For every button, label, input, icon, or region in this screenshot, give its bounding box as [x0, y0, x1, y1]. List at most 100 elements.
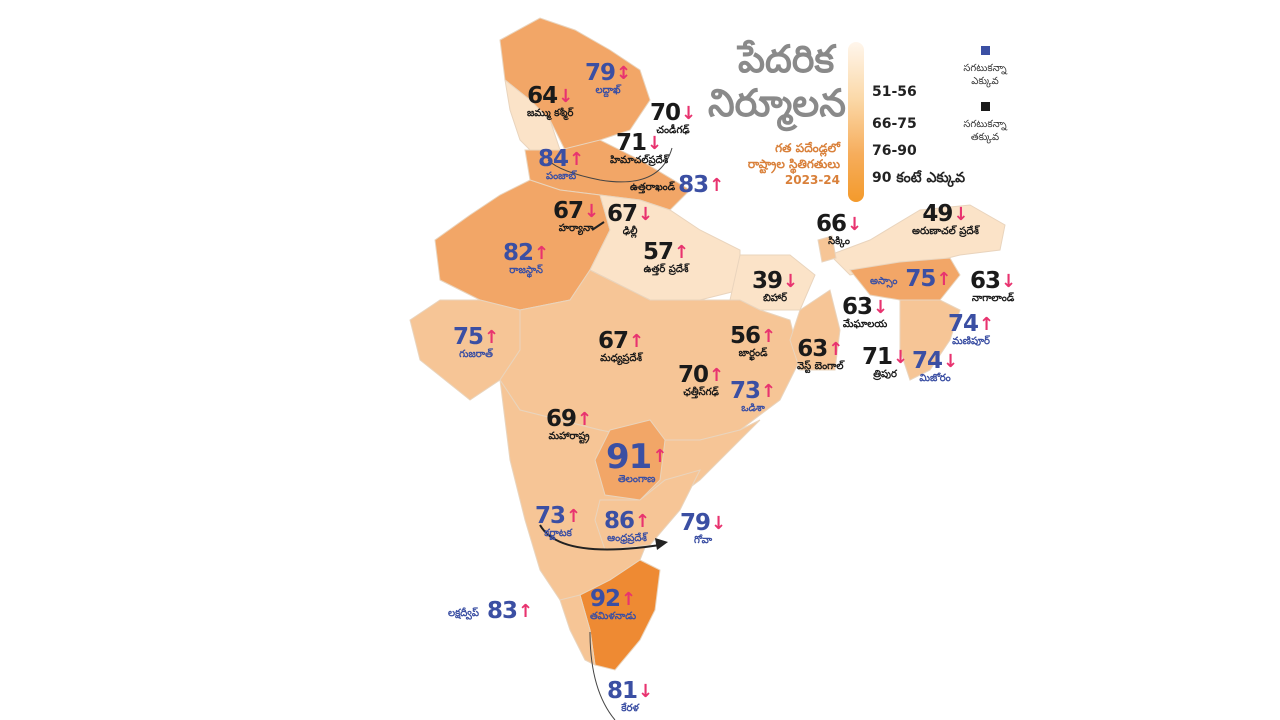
- region-up: [589, 194, 741, 301]
- state-label-goa: 79↓ గోవా: [680, 512, 726, 546]
- state-label-haryana: 67↓ హర్యానా: [553, 200, 599, 234]
- state-label-mp: 67↑ మధ్యప్రదేశ్: [598, 330, 644, 364]
- trend-down-arrow-icon: ↓: [953, 203, 969, 225]
- black-square-icon: [980, 102, 990, 111]
- key-above-line2: ఎక్కువ: [971, 76, 999, 87]
- legend-range-3: 76-90: [872, 143, 917, 159]
- trend-up-arrow-icon: ↑: [534, 242, 550, 264]
- trend-down-arrow-icon: ↓: [847, 213, 863, 235]
- trend-up-arrow-icon: ↑: [979, 313, 995, 335]
- state-name: లద్దాఖ్: [595, 85, 621, 96]
- state-name: జమ్ము కశ్మీర్: [527, 108, 574, 119]
- state-value: 70: [678, 362, 709, 388]
- trend-up-arrow-icon: ↑: [518, 600, 534, 622]
- trend-up-arrow-icon: ↑: [566, 505, 582, 527]
- key-above-average: సగటుకన్నా ఎక్కువ: [950, 46, 1020, 88]
- state-value: 82: [503, 240, 534, 266]
- state-name: ఉత్తరాఖండ్: [630, 182, 676, 193]
- blue-square-icon: [980, 46, 990, 55]
- state-label-tripura: 71↓ త్రిపుర: [862, 346, 908, 380]
- subtitle: గత పదేండ్లలో రాష్ట్రాల స్థితిగతులు 2023-…: [730, 140, 840, 189]
- trend-up-arrow-icon: ↑: [629, 330, 645, 352]
- trend-up-arrow-icon: ↑: [652, 446, 668, 467]
- key-above-line1: సగటుకన్నా: [963, 63, 1007, 74]
- state-name: హర్యానా: [558, 223, 594, 234]
- state-label-himachal: 71↓ హిమాచల్‌ప్రదేశ్: [610, 132, 668, 166]
- state-value: 73: [730, 378, 761, 404]
- state-name: ఉత్తర్‌ ప్రదేశ్: [643, 264, 689, 275]
- state-label-manipur: 74↑ మణిపూర్: [948, 313, 994, 347]
- state-label-mizoram: 74↓ మిజోరం: [912, 350, 958, 384]
- trend-up-arrow-icon: ↑: [709, 174, 725, 196]
- state-label-chhattisgarh: 70↑ ఛత్తీస్‌గఢ్: [678, 364, 724, 398]
- state-value: 86: [604, 508, 635, 534]
- trend-up-arrow-icon: ↑: [761, 380, 777, 402]
- state-value: 81: [607, 678, 638, 704]
- trend-down-arrow-icon: ↓: [638, 680, 654, 702]
- region-westbengal: [789, 289, 841, 371]
- state-value: 69: [546, 406, 577, 432]
- state-value: 74: [948, 311, 979, 337]
- state-label-gujarat: 75↑ గుజరాత్: [453, 326, 499, 360]
- subtitle-line2: రాష్ట్రాల స్థితిగతులు: [747, 157, 840, 172]
- state-name: ఢిల్లీ: [622, 226, 638, 237]
- state-value: 79: [585, 60, 616, 86]
- title-line1: పేదరిక: [738, 37, 835, 81]
- state-name: రాజస్థాన్: [509, 265, 543, 276]
- state-name: కేరళ: [621, 703, 639, 714]
- connector-kerala: [589, 631, 616, 720]
- state-value: 71: [616, 130, 647, 156]
- state-label-punjab: 84↑ పంజాబ్: [538, 148, 584, 182]
- region-ap: [594, 469, 701, 551]
- state-value: 63: [970, 268, 1001, 294]
- state-value: 84: [538, 146, 569, 172]
- state-name: త్రిపుర: [873, 369, 897, 380]
- state-value: 63: [797, 336, 828, 362]
- state-name: తెలంగాణ: [618, 474, 656, 485]
- state-name: హిమాచల్‌ప్రదేశ్: [610, 155, 669, 166]
- state-value: 67: [598, 328, 629, 354]
- state-name: బిహార్: [763, 293, 788, 304]
- state-value: 75: [453, 324, 484, 350]
- state-name: మణిపూర్: [952, 336, 990, 347]
- connector-delhi: [591, 221, 605, 231]
- legend-gradient-bar: [848, 42, 864, 202]
- trend-down-arrow-icon: ↓: [584, 200, 600, 222]
- trend-up-arrow-icon: ↑: [828, 338, 844, 360]
- subtitle-year: 2023-24: [784, 173, 840, 188]
- state-name: చండీగఢ్: [656, 125, 690, 136]
- trend-up-arrow-icon: ↑: [569, 148, 585, 170]
- state-value: 66: [816, 211, 847, 237]
- state-name: అస్సాం: [870, 276, 898, 287]
- state-label-maharashtra: 69↑ మహారాష్ట్ర: [546, 408, 592, 442]
- state-value: 83: [487, 598, 518, 624]
- trend-up-arrow-icon: ↑: [761, 325, 777, 347]
- region-ne-south: [899, 299, 961, 381]
- connector-chandigarh: [547, 147, 673, 183]
- trend-down-arrow-icon: ↓: [638, 203, 654, 225]
- state-name: ఆంధ్రప్రదేశ్: [607, 533, 647, 544]
- state-label-lakshadweep: లక్షద్వీప్ 83↑: [448, 600, 533, 623]
- state-value: 71: [862, 344, 893, 370]
- state-value: 91: [606, 437, 652, 477]
- state-label-meghalaya: 63↓ మేఘాలయ: [842, 296, 888, 330]
- state-label-bihar: 39↓ బిహార్: [752, 270, 798, 304]
- trend-up-arrow-icon: ↑: [674, 241, 690, 263]
- state-value: 83: [678, 172, 709, 198]
- connector-goa: [539, 524, 661, 551]
- region-telangana: [594, 419, 666, 501]
- region-sikkim: [817, 235, 837, 263]
- state-label-tamilnadu: 92↑ తమిళనాడు: [590, 588, 636, 622]
- state-label-karnataka: 73↑ కర్ణాటక: [535, 505, 581, 539]
- state-name: అరుణాచల్‌ ప్రదేశ్: [912, 226, 979, 237]
- state-value: 63: [842, 294, 873, 320]
- state-name: మధ్యప్రదేశ్: [600, 353, 642, 364]
- state-value: 70: [650, 100, 681, 126]
- state-label-chandigarh: 70↓ చండీగఢ్: [650, 102, 696, 136]
- trend-down-arrow-icon: ↓: [783, 270, 799, 292]
- trend-up-arrow-icon: ↑: [936, 268, 952, 290]
- title-line2: నిర్మూలన: [708, 81, 846, 125]
- state-name: మిజోరం: [919, 373, 951, 384]
- state-name: మేఘాలయ: [842, 319, 888, 330]
